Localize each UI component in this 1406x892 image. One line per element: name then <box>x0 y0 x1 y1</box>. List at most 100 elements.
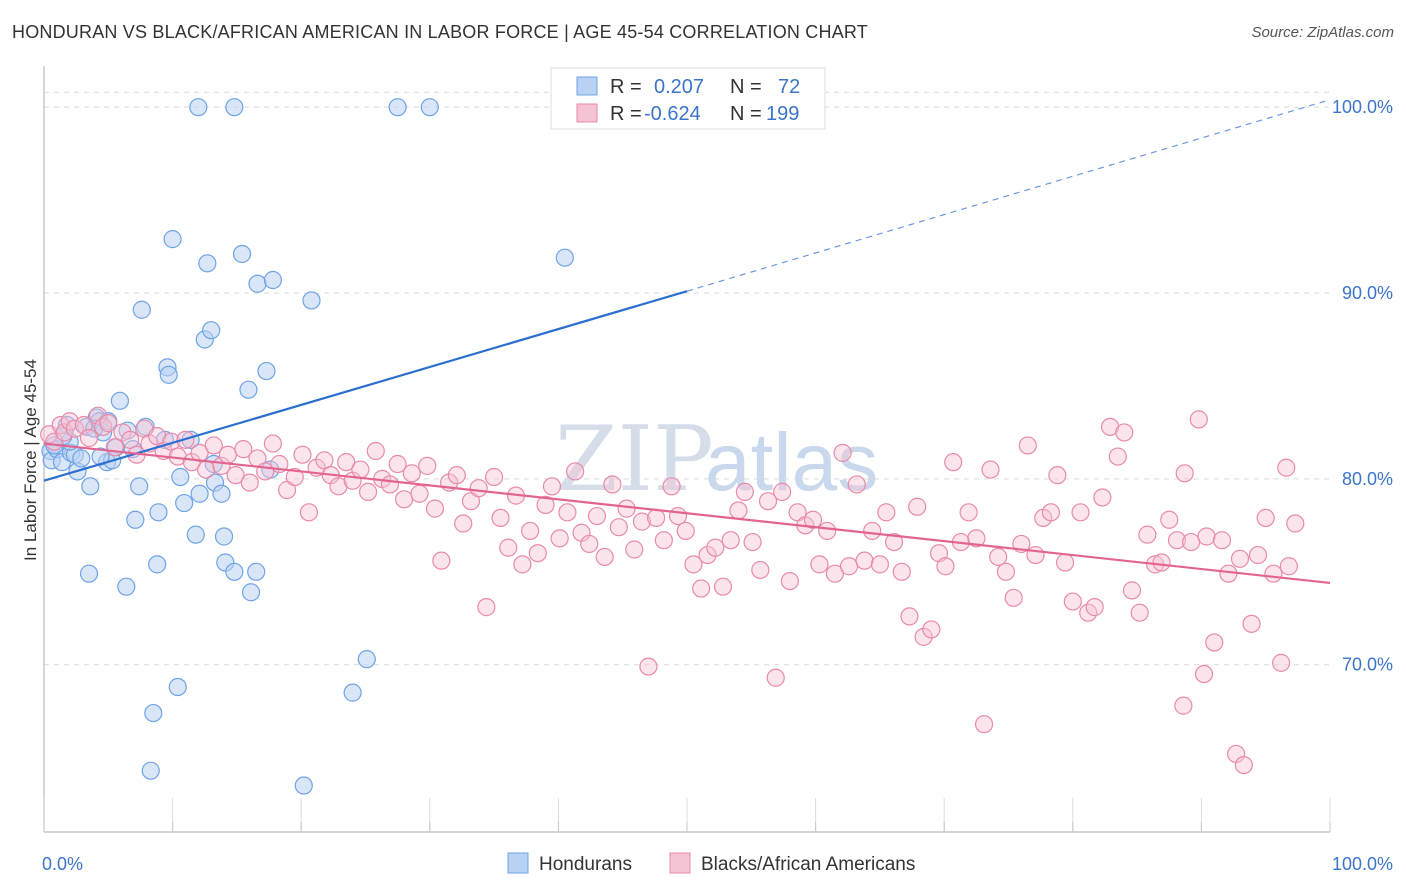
honduran-point <box>388 98 407 117</box>
black-african-american-point <box>410 484 429 503</box>
honduran-point <box>214 527 234 546</box>
black-african-american-point <box>1182 532 1201 552</box>
black-african-american-point <box>967 529 986 548</box>
black-african-american-point <box>833 443 852 462</box>
black-african-american-point <box>595 547 614 567</box>
honduran-point <box>263 270 283 290</box>
black-african-american-point <box>491 508 510 528</box>
black-african-american-point <box>88 406 108 425</box>
legend-n-label-2: N = <box>730 103 762 125</box>
honduran-point <box>189 98 208 117</box>
honduran-point <box>163 230 182 249</box>
honduran-point <box>247 562 266 581</box>
black-african-american-point <box>647 508 666 528</box>
black-african-american-point <box>1115 423 1134 442</box>
black-african-american-point <box>196 460 216 479</box>
honduran-point <box>132 300 151 319</box>
black-african-american-point <box>65 419 84 438</box>
stats-legend: R = 0.207 N = 72 R = -0.624 N = 199 <box>550 67 826 130</box>
black-african-american-point <box>1234 755 1253 775</box>
black-african-american-point <box>1130 603 1149 622</box>
series-legend: Hondurans Blacks/African Americans <box>507 852 915 875</box>
honduran-point <box>72 449 91 468</box>
black-african-american-point <box>477 598 496 617</box>
honduran-point <box>198 254 217 273</box>
x-tick-label-min: 0.0% <box>42 854 83 874</box>
black-african-american-point <box>1272 653 1291 672</box>
black-african-american-point <box>735 482 754 501</box>
black-african-american-point <box>936 557 955 576</box>
black-african-american-point <box>847 475 866 494</box>
black-african-american-point <box>55 423 74 442</box>
black-african-american-point <box>113 423 132 442</box>
y-tick-label: 80.0% <box>1342 469 1393 489</box>
black-african-american-point <box>79 428 99 448</box>
black-african-american-point <box>684 555 703 574</box>
black-african-american-point <box>1175 464 1194 483</box>
black-african-american-point <box>1242 614 1261 633</box>
honduran-point <box>225 98 244 117</box>
black-african-american-point <box>713 577 733 596</box>
black-african-american-point <box>234 440 253 459</box>
source-label: Source: ZipAtlas.com <box>1251 24 1394 41</box>
honduran-point <box>212 484 231 503</box>
black-african-american-point <box>632 512 652 531</box>
black-african-american-point <box>870 555 890 574</box>
black-african-american-point <box>1248 545 1268 565</box>
black-african-american-point <box>380 475 400 494</box>
black-african-american-point <box>922 620 941 639</box>
black-african-american-point <box>676 521 695 541</box>
black-african-american-point <box>1277 458 1296 477</box>
honduran-point <box>232 244 252 264</box>
honduran-point <box>148 555 167 574</box>
black-african-american-point <box>226 466 245 485</box>
black-african-american-point <box>536 495 555 514</box>
honduran-point <box>248 274 267 293</box>
black-african-american-point <box>358 482 378 501</box>
black-african-american-point <box>1197 527 1216 546</box>
honduran-point <box>343 683 362 702</box>
black-african-american-point <box>293 445 312 464</box>
black-african-american-point <box>1256 508 1275 528</box>
black-african-american-point <box>654 531 673 550</box>
black-african-american-point <box>1194 664 1214 684</box>
honduran-point <box>239 380 258 399</box>
black-african-american-point <box>285 467 304 487</box>
black-african-american-point <box>566 462 585 481</box>
black-african-american-point <box>454 514 473 533</box>
black-african-american-point <box>351 460 370 479</box>
honduran-point <box>190 484 209 503</box>
black-african-american-point <box>1018 436 1037 455</box>
black-african-american-point <box>974 715 994 734</box>
black-african-american-point <box>447 466 466 485</box>
black-african-american-point <box>485 467 504 487</box>
black-african-american-point <box>1212 531 1232 550</box>
black-african-american-point <box>1004 588 1023 607</box>
black-african-american-point <box>1279 557 1298 576</box>
blacks-trend-line <box>43 442 1331 585</box>
black-african-american-point <box>587 506 607 526</box>
black-african-american-point <box>402 464 421 483</box>
black-african-american-point <box>337 453 356 472</box>
honduran-point <box>257 361 276 381</box>
black-african-american-point <box>1160 510 1179 529</box>
black-african-american-point <box>892 562 911 581</box>
black-african-american-point <box>558 503 577 522</box>
black-african-american-point <box>863 521 882 541</box>
legend-n-value-1: 72 <box>778 76 800 98</box>
black-african-american-point <box>692 579 711 598</box>
black-african-american-point <box>394 490 414 509</box>
black-african-american-point <box>513 555 532 574</box>
black-african-american-point <box>884 532 904 552</box>
y-tick-labels: 70.0% 80.0% 90.0% 100.0% <box>1332 97 1393 675</box>
black-african-american-point <box>99 414 118 433</box>
black-african-american-point <box>698 545 717 565</box>
honduran-point <box>175 493 194 513</box>
black-african-american-point <box>1189 410 1208 429</box>
bottom-legend-hondurans: Hondurans <box>539 854 632 875</box>
black-african-american-point <box>550 529 569 548</box>
honduran-point <box>294 776 313 795</box>
black-african-american-point <box>603 475 622 494</box>
black-african-american-point <box>1152 553 1171 572</box>
